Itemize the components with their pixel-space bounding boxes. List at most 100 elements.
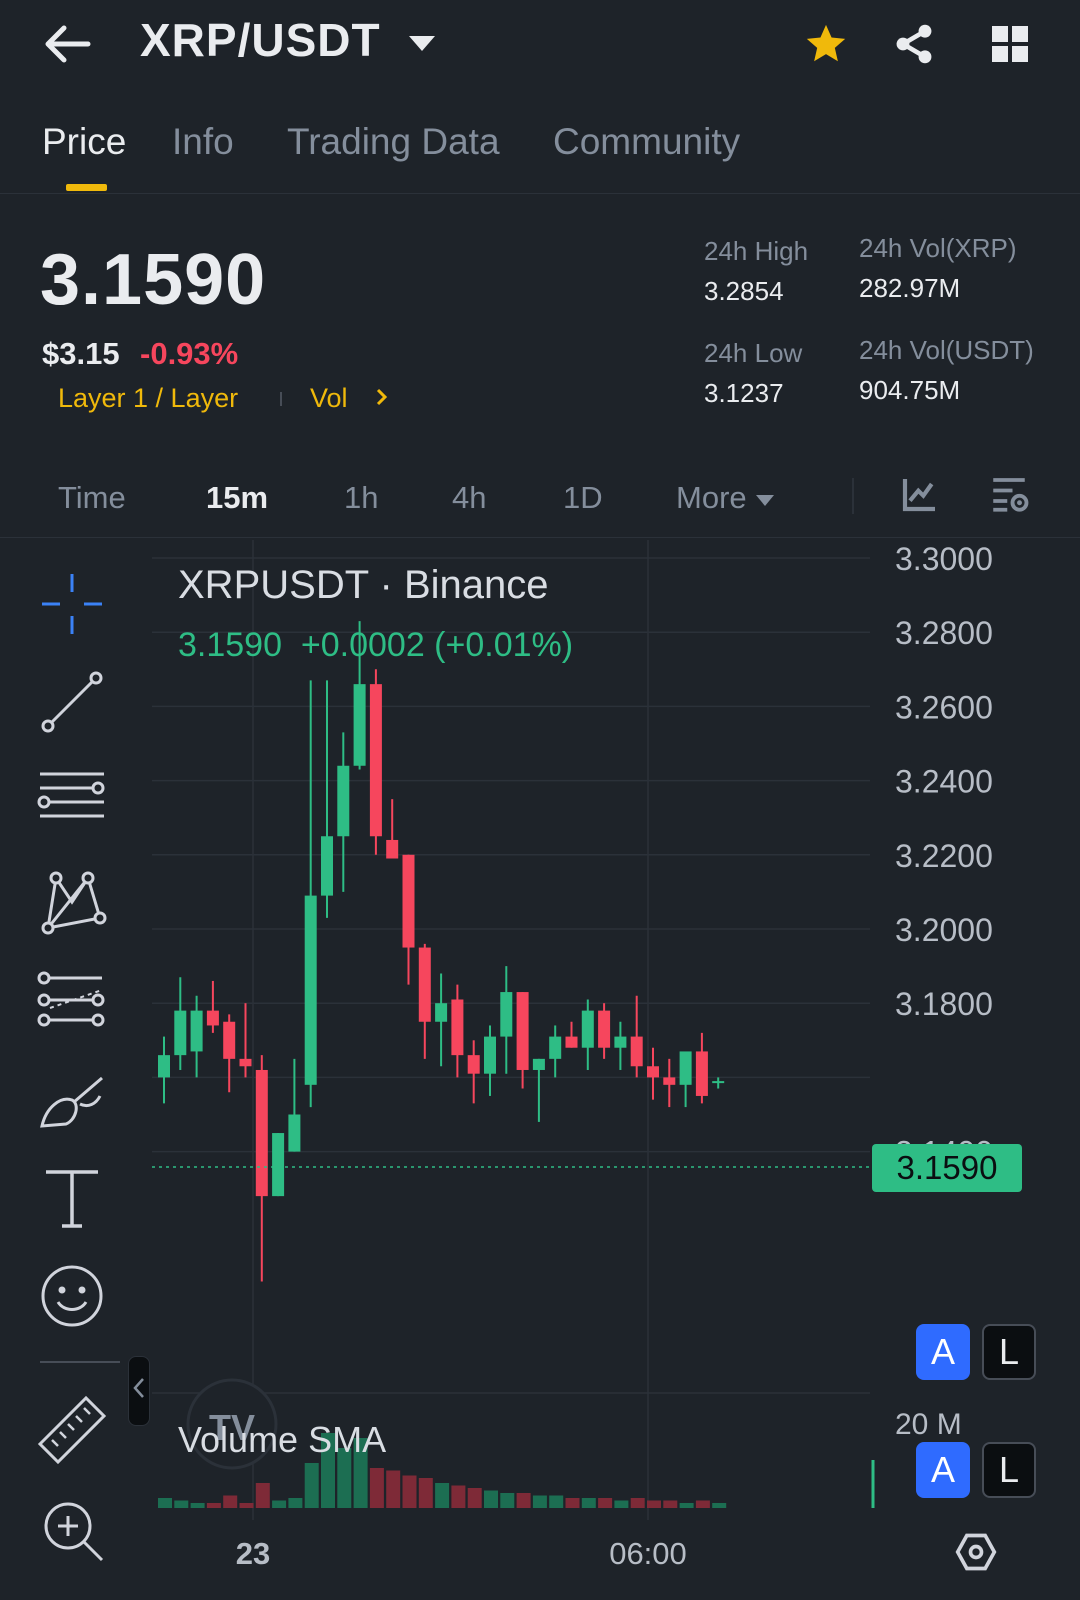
candle-body xyxy=(712,1081,725,1084)
volume-bar xyxy=(353,1438,368,1508)
volume-bar xyxy=(402,1475,417,1508)
volume-log-scale-button[interactable]: L xyxy=(982,1442,1036,1498)
volume-bar xyxy=(190,1503,205,1508)
grid-icon[interactable] xyxy=(980,14,1040,74)
dropdown-triangle-icon[interactable] xyxy=(392,14,452,74)
candle-body xyxy=(647,1066,659,1078)
candle-body xyxy=(402,854,415,948)
y-tick-label: 3.2600 xyxy=(895,689,993,725)
zoom-in-icon[interactable] xyxy=(36,1494,108,1566)
interval-divider xyxy=(852,478,854,514)
candle-body xyxy=(288,1114,301,1152)
interval-1h[interactable]: 1h xyxy=(344,480,379,515)
y-tick-label: 3.2200 xyxy=(895,838,993,874)
interval-time[interactable]: Time xyxy=(58,480,126,515)
trend-line-icon[interactable] xyxy=(36,666,108,738)
volume-bar xyxy=(516,1493,531,1508)
x-tick-label: 06:00 xyxy=(609,1536,687,1571)
vol-tag[interactable]: Vol xyxy=(310,383,389,414)
chevron-left-icon xyxy=(133,1377,145,1405)
tab-trading-data[interactable]: Trading Data xyxy=(287,121,500,162)
ruler-icon[interactable] xyxy=(36,1394,108,1466)
candle-body xyxy=(484,1036,496,1074)
chart-grid xyxy=(152,540,870,1520)
candle-body xyxy=(304,895,317,1085)
chart-settings-icon[interactable] xyxy=(988,472,1030,521)
volume-bar xyxy=(321,1433,335,1508)
volume-auto-scale-button[interactable]: A xyxy=(916,1442,970,1498)
candle-body xyxy=(451,999,464,1056)
log-scale-button[interactable]: L xyxy=(982,1324,1036,1380)
candle-body xyxy=(206,1010,219,1026)
text-tool-icon[interactable] xyxy=(36,1162,108,1234)
volume-bar xyxy=(614,1500,629,1508)
usd-price: $3.15 xyxy=(42,336,120,371)
tab-info[interactable]: Info xyxy=(172,121,234,162)
candle-body xyxy=(565,1036,578,1048)
candle-body xyxy=(174,1010,187,1056)
y-tick-label: 3.1800 xyxy=(895,986,993,1022)
back-arrow-icon[interactable] xyxy=(38,14,98,74)
vol-tag-label: Vol xyxy=(310,383,348,413)
volume-bar xyxy=(500,1493,515,1508)
candle-body xyxy=(614,1036,627,1048)
interval-more[interactable]: More xyxy=(676,480,775,516)
share-icon[interactable] xyxy=(884,14,944,74)
candles xyxy=(158,621,725,1282)
high-24h-value: 3.2854 xyxy=(704,276,784,306)
volume-bar xyxy=(679,1503,694,1508)
candle-body xyxy=(369,684,382,837)
auto-scale-button[interactable]: A xyxy=(916,1324,970,1380)
active-tab-indicator xyxy=(66,184,107,191)
last-price: 3.1590 xyxy=(40,240,267,320)
category-tag[interactable]: Layer 1 / Layer xyxy=(58,383,239,413)
volume-bar xyxy=(549,1495,564,1508)
volume-bar xyxy=(532,1495,547,1508)
interval-bar: Time 15m 1h 4h 1D More xyxy=(0,460,1080,538)
volume-axis-label: 20 M xyxy=(895,1408,962,1441)
star-icon[interactable] xyxy=(796,14,856,74)
volume-bar xyxy=(467,1488,482,1508)
candle-body xyxy=(581,1010,594,1048)
svg-text:TV: TV xyxy=(209,1407,255,1448)
fib-retracement-icon[interactable] xyxy=(36,964,108,1036)
y-tick-label: 3.2400 xyxy=(895,764,993,800)
interval-more-label: More xyxy=(676,480,747,515)
symbol-exchange-label: XRPUSDT · Binance xyxy=(178,563,549,607)
candlestick-chart[interactable]: 3.3000 3.2800 3.2600 3.2400 3.2200 3.2000 3.18… xyxy=(0,538,1080,1600)
brush-icon[interactable] xyxy=(36,1064,108,1136)
candle-body xyxy=(549,1036,562,1059)
candle-body xyxy=(239,1058,252,1067)
indicator-chart-icon[interactable] xyxy=(900,474,940,519)
chevron-right-icon xyxy=(375,383,389,413)
toolbar-collapse-handle[interactable] xyxy=(128,1356,150,1426)
tab-bar: Price Info Trading Data Community xyxy=(0,110,1080,194)
interval-15m[interactable]: 15m xyxy=(206,480,269,515)
candle-body xyxy=(272,1133,285,1197)
candle-body xyxy=(321,836,333,896)
candle-body xyxy=(516,992,529,1070)
candle-body xyxy=(255,1069,268,1197)
hexagon-settings-icon[interactable] xyxy=(954,1530,998,1579)
interval-1d[interactable]: 1D xyxy=(563,480,603,515)
candle-body xyxy=(158,1055,170,1078)
interval-4h[interactable]: 4h xyxy=(452,480,487,515)
vol-xrp-value: 282.97M xyxy=(859,273,961,303)
volume-bar xyxy=(663,1500,678,1508)
candle-body xyxy=(190,1010,203,1052)
tab-community[interactable]: Community xyxy=(553,121,741,162)
volume-bars xyxy=(158,1433,727,1508)
dropdown-triangle-small-icon xyxy=(755,480,775,515)
candle-body xyxy=(500,992,513,1037)
top-bar: XRP/USDT xyxy=(0,0,1080,90)
y-tick-label: 3.2000 xyxy=(895,912,993,948)
tag-divider xyxy=(280,392,282,406)
pattern-tool-icon[interactable] xyxy=(36,866,108,938)
tab-price[interactable]: Price xyxy=(42,121,127,162)
crosshair-icon[interactable] xyxy=(36,568,108,640)
emoji-icon[interactable] xyxy=(36,1260,108,1332)
pair-title[interactable]: XRP/USDT xyxy=(140,14,381,66)
horizontal-lines-icon[interactable] xyxy=(36,764,108,836)
volume-bar xyxy=(565,1498,580,1508)
ohlc-readout: 3.1590 +0.0002 (+0.01%) xyxy=(178,626,573,664)
